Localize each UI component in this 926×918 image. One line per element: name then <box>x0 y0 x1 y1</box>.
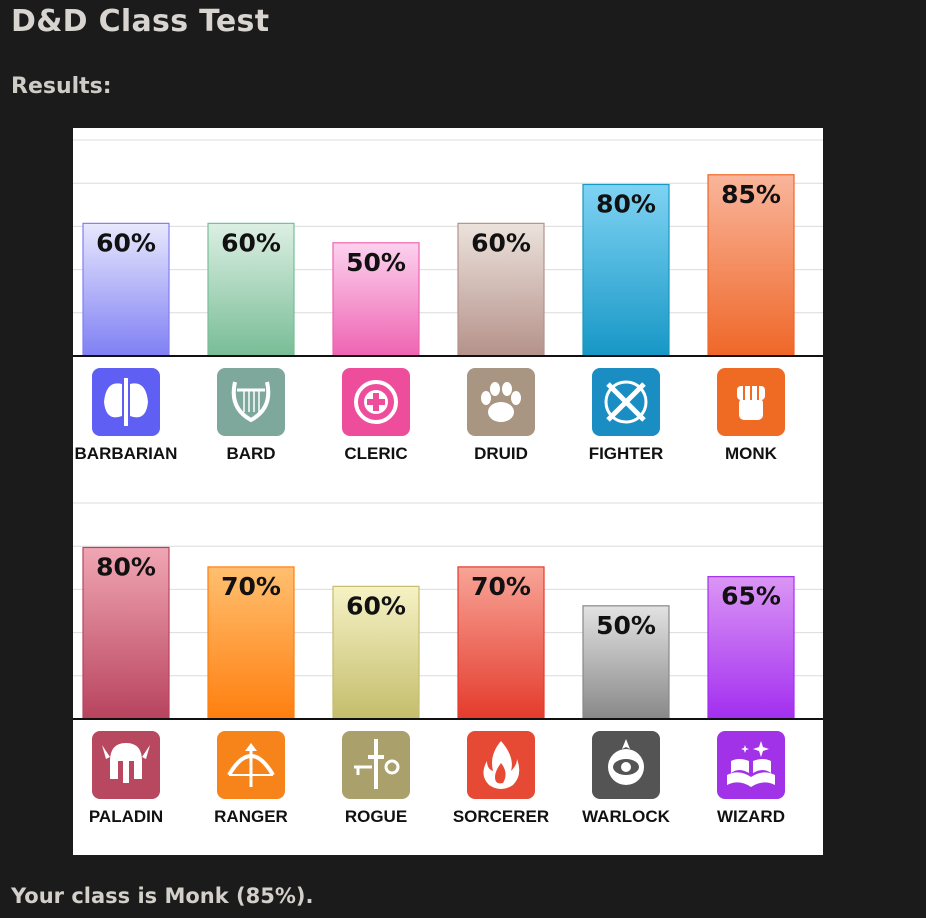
bar-bard <box>207 222 295 357</box>
bar-value-label-barbarian: 60% <box>96 228 156 257</box>
bar-ranger <box>207 566 295 720</box>
bar-value-label-druid: 60% <box>471 228 531 257</box>
results-chart-svg: 60% BARBARIAN 60% BARD 50% CLERIC 60% DRUID 80% F… <box>73 139 823 826</box>
bar-value-label-warlock: 50% <box>596 611 656 640</box>
results-chart: 60% BARBARIAN 60% BARD 50% CLERIC 60% DRUID 80% F… <box>73 128 823 855</box>
result-summary: Your class is Monk (85%). <box>11 884 314 908</box>
bar-druid <box>457 222 545 357</box>
class-label-druid: DRUID <box>474 444 528 463</box>
key-dagger-icon <box>342 731 410 799</box>
class-label-monk: MONK <box>725 444 778 463</box>
bar-value-label-bard: 60% <box>221 228 281 257</box>
bar-sorcerer <box>457 566 545 720</box>
class-label-fighter: FIGHTER <box>589 444 664 463</box>
bar-value-label-monk: 85% <box>721 180 781 209</box>
bar-paladin <box>82 546 170 720</box>
results-heading: Results: <box>11 74 112 99</box>
fist-icon <box>717 368 785 436</box>
double-axe-icon <box>92 368 160 436</box>
lyre-icon <box>217 368 285 436</box>
class-label-sorcerer: SORCERER <box>453 807 549 826</box>
bar-warlock <box>582 605 670 720</box>
eye-icon <box>592 731 660 799</box>
paw-icon <box>467 368 535 436</box>
class-label-bard: BARD <box>226 444 275 463</box>
class-label-paladin: PALADIN <box>89 807 163 826</box>
bar-fighter <box>582 183 670 357</box>
helmet-icon <box>92 731 160 799</box>
class-label-barbarian: BARBARIAN <box>75 444 178 463</box>
crossed-swords-icon <box>592 368 660 436</box>
class-label-warlock: WARLOCK <box>582 807 671 826</box>
class-label-rogue: ROGUE <box>345 807 407 826</box>
bow-icon <box>217 731 285 799</box>
class-label-wizard: WIZARD <box>717 807 785 826</box>
page-title: D&D Class Test <box>11 4 270 39</box>
flame-icon <box>467 731 535 799</box>
bar-value-label-rogue: 60% <box>346 591 406 620</box>
bar-value-label-sorcerer: 70% <box>471 572 531 601</box>
bar-value-label-ranger: 70% <box>221 572 281 601</box>
holy-symbol-icon <box>342 368 410 436</box>
class-label-ranger: RANGER <box>214 807 288 826</box>
class-label-cleric: CLERIC <box>344 444 407 463</box>
bar-value-label-wizard: 65% <box>721 582 781 611</box>
bar-monk <box>707 174 795 357</box>
bar-barbarian <box>82 222 170 357</box>
spellbook-icon <box>717 731 785 799</box>
bar-rogue <box>332 585 420 720</box>
bar-value-label-cleric: 50% <box>346 248 406 277</box>
bar-value-label-paladin: 80% <box>96 552 156 581</box>
bar-value-label-fighter: 80% <box>596 189 656 218</box>
